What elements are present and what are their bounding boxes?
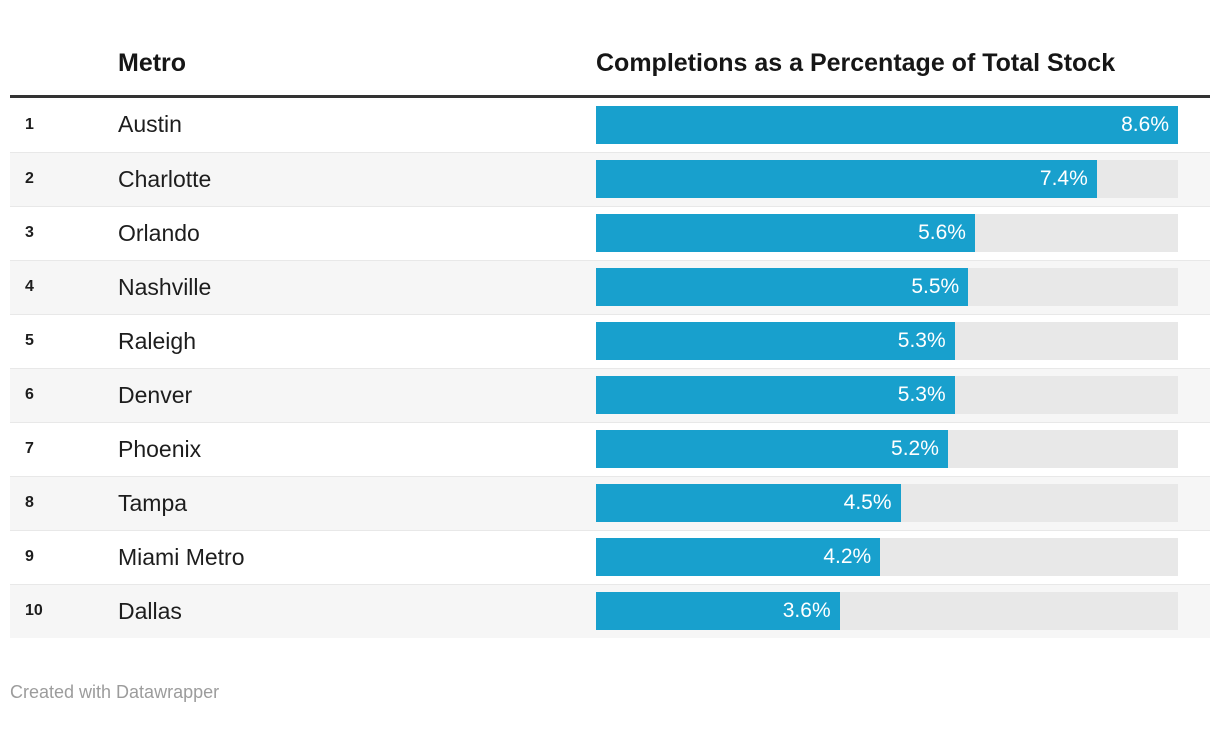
bar-value-label: 3.6% <box>782 599 831 622</box>
bar-track: 5.2% <box>596 430 1178 468</box>
metro-label: Nashville <box>118 273 212 300</box>
bar-value-label: 5.5% <box>911 275 960 298</box>
bar-cell: 4.2% <box>596 538 1210 576</box>
bar-track: 4.5% <box>596 484 1178 522</box>
table-header-row: Metro Completions as a Percentage of Tot… <box>10 46 1210 98</box>
column-header-value: Completions as a Percentage of Total Sto… <box>596 46 1210 82</box>
bar-value-label: 5.3% <box>897 329 946 352</box>
rank-label: 7 <box>25 440 34 457</box>
metro-label: Dallas <box>118 597 182 624</box>
table-row: 3 Orlando 5.6% <box>10 205 1210 260</box>
rank-label: 2 <box>25 170 34 187</box>
bar-cell: 8.6% <box>596 105 1210 144</box>
table-row: 10 Dallas 3.6% <box>10 583 1210 638</box>
bar: 4.2% <box>596 538 881 576</box>
bar: 5.5% <box>596 268 969 306</box>
bar-cell: 5.5% <box>596 268 1210 306</box>
metro-label: Orlando <box>118 219 200 246</box>
bar: 4.5% <box>596 484 901 522</box>
bar-track: 8.6% <box>596 105 1178 144</box>
bar-cell: 3.6% <box>596 592 1210 630</box>
bar-track: 5.3% <box>596 322 1178 360</box>
rank-label: 9 <box>25 548 34 565</box>
bar-value-label: 4.5% <box>843 491 892 514</box>
table-row: 7 Phoenix 5.2% <box>10 421 1210 476</box>
bar-cell: 4.5% <box>596 484 1210 522</box>
bar: 5.3% <box>596 376 955 414</box>
table-row: 9 Miami Metro 4.2% <box>10 529 1210 584</box>
table-row: 1 Austin 8.6% <box>10 98 1210 152</box>
metro-label: Miami Metro <box>118 543 245 570</box>
bar-value-label: 5.3% <box>897 383 946 406</box>
column-header-value-text: Completions as a Percentage of Total Sto… <box>596 49 1116 77</box>
bar-track: 7.4% <box>596 160 1178 198</box>
bar-value-label: 5.2% <box>891 437 939 460</box>
table-row: 5 Raleigh 5.3% <box>10 313 1210 368</box>
bar-track: 5.5% <box>596 268 1178 306</box>
bar: 3.6% <box>596 592 840 630</box>
bar: 8.6% <box>596 105 1178 144</box>
bar-cell: 5.6% <box>596 214 1210 252</box>
table-row: 8 Tampa 4.5% <box>10 475 1210 530</box>
rank-label: 3 <box>25 224 34 241</box>
bar-track: 3.6% <box>596 592 1178 630</box>
bar-track: 5.6% <box>596 214 1178 252</box>
bar: 5.6% <box>596 214 975 252</box>
bar: 7.4% <box>596 160 1097 198</box>
bar-cell: 5.2% <box>596 430 1210 468</box>
metro-label: Raleigh <box>118 327 196 354</box>
metro-label: Tampa <box>118 489 188 516</box>
bar-value-label: 5.6% <box>918 221 966 244</box>
rank-label: 8 <box>25 494 34 511</box>
datawrapper-attribution[interactable]: Created with Datawrapper <box>10 681 220 702</box>
rank-label: 10 <box>25 602 43 619</box>
table-row: 6 Denver 5.3% <box>10 367 1210 422</box>
metro-label: Charlotte <box>118 165 212 192</box>
bar-cell: 5.3% <box>596 322 1210 360</box>
bar: 5.2% <box>596 430 948 468</box>
table-row: 4 Nashville 5.5% <box>10 259 1210 314</box>
bar-track: 5.3% <box>596 376 1178 414</box>
metro-label: Phoenix <box>118 435 202 462</box>
table-body: 1 Austin 8.6% 2 Charlotte 7.4% 3 Orlando <box>10 98 1210 638</box>
bar: 5.3% <box>596 322 955 360</box>
rank-label: 5 <box>25 332 34 349</box>
table-row: 2 Charlotte 7.4% <box>10 151 1210 206</box>
bar-value-label: 8.6% <box>1121 112 1169 136</box>
bar-track: 4.2% <box>596 538 1178 576</box>
metro-label: Denver <box>118 381 193 408</box>
metro-label: Austin <box>118 111 182 137</box>
rank-label: 1 <box>25 115 34 133</box>
rank-label: 6 <box>25 386 34 403</box>
bar-value-label: 7.4% <box>1039 167 1088 190</box>
bar-cell: 5.3% <box>596 376 1210 414</box>
bar-value-label: 4.2% <box>823 545 872 568</box>
bar-cell: 7.4% <box>596 160 1210 198</box>
column-header-metro: Metro <box>118 49 187 77</box>
rank-label: 4 <box>25 278 34 295</box>
